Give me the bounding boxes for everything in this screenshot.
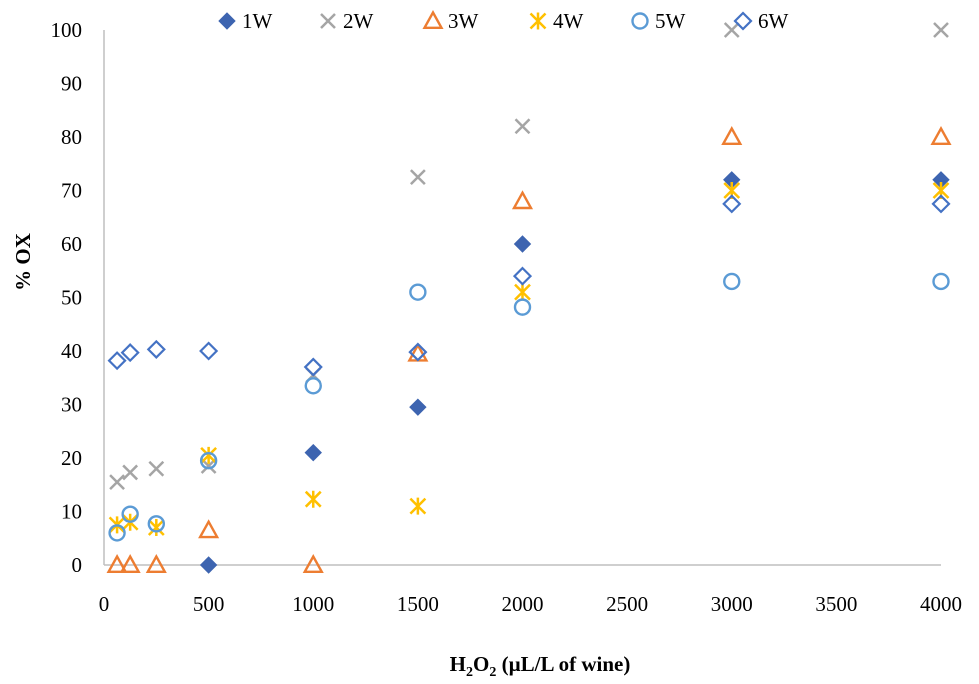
y-tick-label: 60	[61, 232, 82, 256]
y-tick-label: 50	[61, 286, 82, 310]
data-point	[199, 451, 218, 470]
legend-marker	[218, 12, 236, 30]
data-point	[513, 298, 532, 316]
series-3W	[106, 126, 952, 573]
data-point	[106, 554, 128, 573]
series-6W	[107, 194, 951, 377]
data-point	[933, 22, 949, 38]
data-point	[721, 126, 743, 146]
legend-marker	[320, 13, 336, 29]
data-point	[931, 194, 951, 214]
x-title-sub1: 2	[466, 665, 473, 680]
data-point	[199, 556, 218, 574]
data-point	[930, 126, 952, 146]
x-tick-label: 2500	[606, 592, 648, 616]
data-point	[514, 283, 531, 301]
data-point	[302, 554, 324, 573]
x-tick-label: 0	[99, 592, 110, 616]
axes	[103, 30, 941, 566]
data-point	[146, 339, 166, 359]
data-point	[722, 194, 742, 214]
data-point	[107, 351, 127, 371]
data-point	[119, 554, 141, 573]
data-point	[198, 519, 220, 539]
x-tick-label: 1000	[292, 592, 334, 616]
data-point	[409, 398, 427, 416]
y-tick-label: 40	[61, 339, 82, 363]
data-point	[932, 272, 950, 291]
data-points	[106, 22, 952, 574]
x-tick-labels: 0 500 1000 1500 2000 2500 3000 3500 4000	[99, 592, 962, 616]
y-tick-label: 10	[61, 500, 82, 524]
legend-marker	[422, 10, 444, 29]
legend-item-4W: 4W	[529, 9, 584, 33]
legend-marker	[529, 12, 547, 30]
series-4W	[108, 182, 950, 537]
legend-item-3W: 3W	[422, 9, 479, 33]
data-point	[199, 341, 219, 361]
legend-label: 3W	[448, 9, 479, 33]
data-point	[409, 283, 427, 301]
data-point	[304, 490, 322, 508]
x-tick-label: 4000	[920, 592, 962, 616]
y-tick-label: 0	[72, 553, 83, 577]
data-point	[511, 190, 534, 210]
data-point	[148, 460, 165, 477]
legend-label: 1W	[242, 9, 273, 33]
y-tick-label: 20	[61, 446, 82, 470]
data-point	[200, 446, 218, 464]
data-point	[409, 497, 427, 515]
series-1W	[199, 171, 950, 574]
data-point	[147, 519, 165, 537]
data-point	[120, 343, 140, 363]
data-point	[408, 342, 428, 362]
legend-marker	[733, 11, 753, 31]
data-point	[514, 118, 531, 135]
x-tick-label: 1500	[397, 592, 439, 616]
data-point	[723, 272, 741, 291]
legend: 1W 2W 3W 4W 5W 6W	[218, 9, 789, 33]
x-axis-title: H2O2 (µL/L of wine)	[450, 652, 631, 680]
y-tick-label: 100	[51, 18, 83, 42]
data-point	[304, 443, 322, 462]
data-point	[147, 515, 166, 533]
data-point	[121, 505, 139, 523]
data-point	[512, 266, 533, 286]
data-point	[409, 169, 426, 186]
y-tick-labels: 0 10 20 30 40 50 60 70 80 90 100	[51, 18, 83, 577]
y-tick-label: 80	[61, 125, 82, 149]
y-tick-label: 70	[61, 179, 82, 203]
x-tick-label: 2000	[502, 592, 544, 616]
series-2W	[109, 22, 949, 490]
data-point	[122, 464, 139, 481]
data-point	[723, 22, 740, 38]
y-tick-label: 30	[61, 393, 82, 417]
legend-label: 6W	[758, 9, 789, 33]
series-5W	[108, 272, 950, 542]
data-point	[303, 357, 323, 377]
x-title-base2: O	[473, 652, 489, 676]
x-title-sub2: 2	[489, 665, 496, 680]
x-tick-label: 3000	[711, 592, 753, 616]
x-tick-label: 500	[193, 592, 225, 616]
legend-marker	[631, 12, 649, 30]
x-tick-label: 3500	[815, 592, 857, 616]
data-point	[145, 554, 167, 573]
legend-item-2W: 2W	[320, 9, 374, 33]
legend-item-6W: 6W	[733, 9, 789, 33]
data-point	[108, 524, 126, 542]
data-point	[513, 235, 532, 253]
x-title-base1: H	[450, 652, 466, 676]
legend-item-1W: 1W	[218, 9, 273, 33]
legend-label: 2W	[343, 9, 374, 33]
x-title-rest: (µL/L of wine)	[496, 652, 630, 676]
y-axis-title: % OX	[11, 233, 35, 291]
data-point	[109, 474, 125, 490]
legend-label: 4W	[553, 9, 584, 33]
data-point	[304, 377, 322, 395]
legend-item-5W: 5W	[631, 9, 686, 33]
legend-label: 5W	[655, 9, 686, 33]
y-tick-label: 90	[61, 72, 82, 96]
